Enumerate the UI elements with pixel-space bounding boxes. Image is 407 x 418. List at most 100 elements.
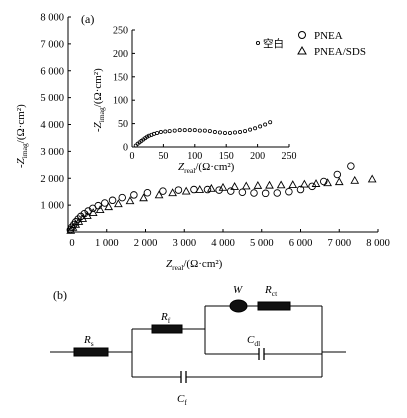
inset-y-label: -Zimag/(Ω·cm²) <box>92 68 106 132</box>
data-point-circle <box>226 187 235 195</box>
data-point-circle <box>232 130 237 135</box>
inset-ticks: 0 50 100 150 200 250 0 50 100 150 200 250 <box>113 26 297 163</box>
data-point-circle <box>192 128 197 133</box>
label-rs: Rs <box>83 334 94 348</box>
main-legend: PNEA PNEA/SDS <box>297 30 366 58</box>
data-point-circle <box>163 129 168 134</box>
data-point-triangle <box>253 180 263 189</box>
data-point-triangle <box>311 179 321 187</box>
x-tick-label: 0 <box>130 151 135 162</box>
x-tick-label: 100 <box>187 151 202 162</box>
data-point-circle <box>248 127 253 132</box>
data-point-triangle <box>265 180 274 189</box>
data-point-circle <box>238 188 247 196</box>
legend-label-pnea: PNEA <box>314 30 343 42</box>
data-point-circle <box>222 130 227 135</box>
data-point-triangle <box>168 188 177 197</box>
data-point-triangle <box>195 185 205 193</box>
data-point-circle <box>273 189 282 197</box>
y-tick-label: 150 <box>113 72 128 83</box>
x-tick-label: 200 <box>250 151 265 162</box>
data-point-triangle <box>334 177 344 186</box>
data-point-triangle <box>181 186 191 195</box>
data-point-circle <box>118 193 126 202</box>
data-point-circle <box>187 128 192 133</box>
panel-b-label: (b) <box>53 288 67 302</box>
data-point-circle <box>94 201 102 210</box>
data-point-circle <box>238 130 243 135</box>
legend-label-pnea-sds: PNEA/SDS <box>314 46 366 58</box>
data-point-circle <box>250 189 258 197</box>
x-tick-label: 3 000 <box>172 238 196 249</box>
data-point-triangle <box>350 175 360 184</box>
x-tick-label: 0 <box>69 238 74 249</box>
y-tick-label: 3 000 <box>40 147 64 158</box>
data-point-circle <box>258 124 263 129</box>
legend-marker-pnea-sds <box>297 45 307 55</box>
data-point-triangle <box>125 196 135 205</box>
data-point-circle <box>263 122 268 127</box>
inset-chart: 0 50 100 150 200 250 0 50 100 150 200 250 -Zimag/(Ω… <box>92 26 297 176</box>
y-tick-label: 250 <box>113 26 128 37</box>
data-point-circle <box>243 129 248 134</box>
inset-legend-label: 空白 <box>263 37 284 50</box>
data-point-circle <box>182 128 187 133</box>
panel-a-label: (a) <box>81 12 94 26</box>
label-w: W <box>233 284 243 296</box>
data-point-circle <box>101 199 109 207</box>
data-point-circle <box>172 128 177 133</box>
inset-legend: 空白 <box>255 37 284 50</box>
equivalent-circuit: (b) Rs Rf W Rct <box>50 284 346 407</box>
data-point-triangle <box>114 199 123 208</box>
x-tick-label: 8 000 <box>366 238 390 249</box>
data-point-triangle <box>95 205 105 214</box>
data-point-triangle <box>154 190 164 199</box>
main-ticks: 0 1 000 2 000 3 000 4 000 5 000 6 000 7 000 8 00… <box>40 13 389 250</box>
data-point-circle <box>158 130 163 135</box>
data-point-circle <box>108 196 117 205</box>
y-tick-label: 0 <box>123 143 128 154</box>
data-point-circle <box>296 185 305 194</box>
x-tick-label: 1 000 <box>95 238 119 249</box>
data-point-triangle <box>276 180 286 189</box>
data-point-triangle <box>207 183 216 192</box>
x-tick-label: 150 <box>219 151 234 162</box>
warburg-element <box>229 299 248 313</box>
main-points <box>66 162 377 234</box>
data-point-triangle <box>288 180 298 189</box>
data-point-circle <box>285 187 293 196</box>
data-point-triangle <box>139 193 148 202</box>
y-tick-label: 7 000 <box>40 39 64 50</box>
label-rf: Rf <box>160 311 171 325</box>
resistor-rf <box>151 324 183 334</box>
legend-marker-pnea <box>298 31 306 39</box>
x-tick-label: 50 <box>158 151 168 162</box>
data-point-triangle <box>323 178 332 187</box>
data-point-circle <box>202 128 207 133</box>
data-point-circle <box>143 189 152 197</box>
data-point-circle <box>212 130 217 135</box>
data-point-circle <box>155 130 160 135</box>
inset-legend-marker <box>255 40 261 46</box>
main-chart: (a) 0 1 000 2 000 3 000 4 000 5 000 6 000 7 000… <box>15 12 390 272</box>
data-point-circle <box>333 170 342 179</box>
y-tick-label: 6 000 <box>40 66 64 77</box>
y-tick-label: 8 000 <box>40 13 64 24</box>
inset-x-label: Zreal/(Ω·cm²) <box>178 161 235 175</box>
label-cf: Cf <box>177 393 187 407</box>
data-point-triangle <box>230 182 239 190</box>
data-point-circle <box>174 186 183 194</box>
data-point-circle <box>261 189 270 198</box>
data-point-triangle <box>218 182 228 191</box>
data-point-circle <box>159 187 167 195</box>
y-tick-label: 50 <box>118 119 128 130</box>
data-point-triangle <box>367 174 377 183</box>
main-x-label: Zreal/(Ω·cm²) <box>166 258 223 272</box>
x-tick-label: 7 000 <box>327 238 351 249</box>
data-point-circle <box>207 129 212 134</box>
x-tick-label: 2 000 <box>134 238 158 249</box>
label-cdl: Cdl <box>247 334 260 348</box>
data-point-triangle <box>104 202 114 211</box>
